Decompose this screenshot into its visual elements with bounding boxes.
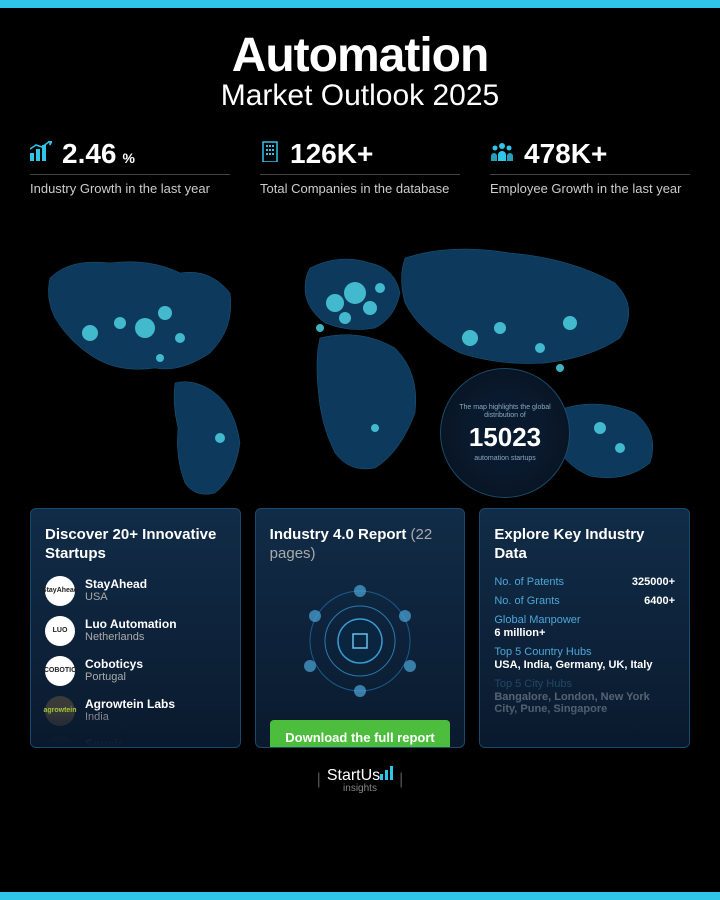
map-dot-icon [215,433,225,443]
map-dot-icon [535,343,545,353]
startup-logo-icon: StayAhead [45,576,75,606]
building-icon [260,140,280,168]
report-card-title: Industry 4.0 Report (22 pages) [270,525,451,564]
stat-industry-growth: 2.46 % Industry Growth in the last year [30,138,230,198]
stat-label: Employee Growth in the last year [490,181,690,198]
data-label: No. of Patents [494,576,564,588]
data-block: Top 5 Country HubsUSA, India, Germany, U… [494,646,675,671]
data-value: 6 million+ [494,627,675,639]
title-block: Automation Market Outlook 2025 [30,28,690,113]
startup-item[interactable]: LUO Luo AutomationNetherlands [45,616,226,646]
industry-data-title: Explore Key Industry Data [494,525,675,564]
data-value: 6400+ [644,595,675,607]
map-dot-icon [339,312,351,324]
callout-startup-count: 15023 [469,422,541,453]
callout-suffix-text: automation startups [474,455,535,462]
map-dot-icon [494,322,506,334]
map-dot-icon [563,316,577,330]
map-dot-icon [363,301,377,315]
divider-icon: | [317,771,321,789]
map-callout-circle: The map highlights the global distributi… [440,368,570,498]
data-label: Top 5 Country Hubs [494,646,675,658]
map-dot-icon [556,364,564,372]
data-value: 325000+ [632,576,675,588]
people-icon [490,141,514,167]
map-dot-icon [175,333,185,343]
stat-value: 126K+ [290,138,373,170]
growth-chart-icon [30,141,52,167]
world-map-svg [0,198,720,518]
page-subtitle: Market Outlook 2025 [30,79,690,113]
stat-label: Total Companies in the database [260,181,460,198]
brand-name: StartUs [327,767,380,784]
map-dot-icon [135,318,155,338]
startup-country: USA [85,591,147,604]
data-row: No. of Grants 6400+ [494,595,675,607]
main-container: Automation Market Outlook 2025 2.46 % In… [0,8,720,794]
map-dot-icon [114,317,126,329]
data-label: No. of Grants [494,595,559,607]
card-fade-overlay [480,707,689,747]
map-dot-icon [82,325,98,341]
startup-logo-icon: COBOTIC [45,656,75,686]
startup-name: Coboticys [85,657,143,671]
map-dot-icon [594,422,606,434]
report-graphic-icon [270,576,451,706]
data-row: No. of Patents 325000+ [494,576,675,588]
divider-icon: | [399,771,403,789]
startup-item[interactable]: StayAheadStayAheadUSA [45,576,226,606]
map-dot-icon [375,283,385,293]
map-dot-icon [326,294,344,312]
brand-tagline: insights [327,783,393,794]
data-value: USA, India, Germany, UK, Italy [494,659,675,671]
map-dot-icon [158,306,172,320]
industry-data-list: No. of Patents 325000+ No. of Grants 6400+ G… [494,576,675,715]
map-dot-icon [615,443,625,453]
card-fade-overlay [31,707,240,747]
startups-card-title: Discover 20+ Innovative Startups [45,525,226,564]
stat-value: 2.46 [62,138,117,170]
map-dot-icon [344,282,366,304]
startup-country: Netherlands [85,631,177,644]
map-dot-icon [371,424,379,432]
map-dot-icon [316,324,324,332]
download-report-button[interactable]: Download the full report [270,720,451,748]
startup-country: Portugal [85,671,143,684]
data-label: Top 5 City Hubs [494,678,675,690]
map-dot-icon [156,354,164,362]
stats-row: 2.46 % Industry Growth in the last year … [30,138,690,198]
page-title: Automation [30,28,690,83]
map-dot-icon [462,330,478,346]
stat-employee-growth: 478K+ Employee Growth in the last year [490,138,690,198]
data-label: Global Manpower [494,614,675,626]
bottom-accent-bar [0,892,720,900]
data-block: Global Manpower6 million+ [494,614,675,639]
startup-name: StayAhead [85,577,147,591]
industry-data-card: Explore Key Industry Data No. of Patents… [479,508,690,748]
report-title-main: Industry 4.0 Report [270,526,407,543]
brand-bars-icon [380,766,393,780]
stat-label: Industry Growth in the last year [30,181,230,198]
stat-unit: % [123,150,135,166]
cards-row: Discover 20+ Innovative Startups StayAhe… [30,508,690,748]
stat-value: 478K+ [524,138,607,170]
startup-item[interactable]: COBOTIC CoboticysPortugal [45,656,226,686]
startup-name: Luo Automation [85,617,177,631]
report-card: Industry 4.0 Report (22 pages) Download … [255,508,466,748]
startups-card: Discover 20+ Innovative Startups StayAhe… [30,508,241,748]
startup-logo-icon: LUO [45,616,75,646]
stat-total-companies: 126K+ Total Companies in the database [260,138,460,198]
world-map: The map highlights the global distributi… [30,198,690,488]
callout-intro-text: The map highlights the global distributi… [441,404,569,421]
footer-brand: | StartUs insights | [30,766,690,794]
top-accent-bar [0,0,720,8]
